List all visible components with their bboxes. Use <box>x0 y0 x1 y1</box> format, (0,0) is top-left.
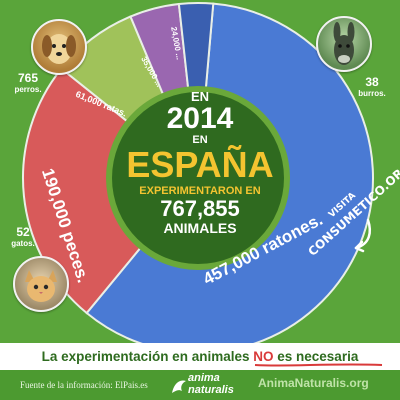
perros-name: perros. <box>14 85 42 94</box>
perros-label: 765 perros. <box>6 72 50 96</box>
footer: Fuente de la información: ElPais.es anim… <box>0 370 400 400</box>
animal-logo-icon <box>172 380 186 393</box>
banner-underline <box>254 363 383 367</box>
banner-part1: La experimentación en animales <box>41 349 250 364</box>
donkey-photo <box>316 16 372 72</box>
gatos-name: gatos. <box>11 239 35 248</box>
burros-label: 38 burros. <box>350 76 394 100</box>
headline: EN 2014 EN ESPAÑA EXPERIMENTARON EN 767,… <box>112 89 288 237</box>
center-disk <box>112 92 284 264</box>
donkey-icon <box>333 22 355 65</box>
headline-line1: EN <box>190 89 210 104</box>
headline-line3: EN <box>192 134 208 146</box>
footer-source: Fuente de la información: ElPais.es <box>20 380 148 390</box>
headline-line5: EXPERIMENTARON EN <box>139 185 261 197</box>
footer-site: AnimaNaturalis.org <box>258 376 369 390</box>
gatos-label: 52 gatos. <box>3 226 43 250</box>
headline-country: ESPAÑA <box>126 144 274 185</box>
arrow-icon <box>354 218 372 253</box>
burros-name: burros. <box>358 89 386 98</box>
banner-text: La experimentación en animales NO es nec… <box>0 343 400 370</box>
brand-line2: naturalis <box>188 384 234 396</box>
banner-part2: es necesaria <box>277 349 359 364</box>
gatos-value: 52 <box>16 225 30 239</box>
headline-total: 767,855 <box>160 196 240 221</box>
burros-value: 38 <box>365 75 379 89</box>
headline-line7: ANIMALES <box>163 220 237 236</box>
headline-year: 2014 <box>166 102 234 135</box>
banner-highlight: NO <box>253 349 274 364</box>
brand-line1: anima <box>188 372 220 384</box>
dog-icon <box>42 34 76 64</box>
cat-photo <box>13 256 69 312</box>
perros-value: 765 <box>17 71 39 85</box>
cat-icon <box>25 270 57 302</box>
brand-logo: anima naturalis <box>170 370 234 400</box>
dog-photo <box>31 19 87 75</box>
